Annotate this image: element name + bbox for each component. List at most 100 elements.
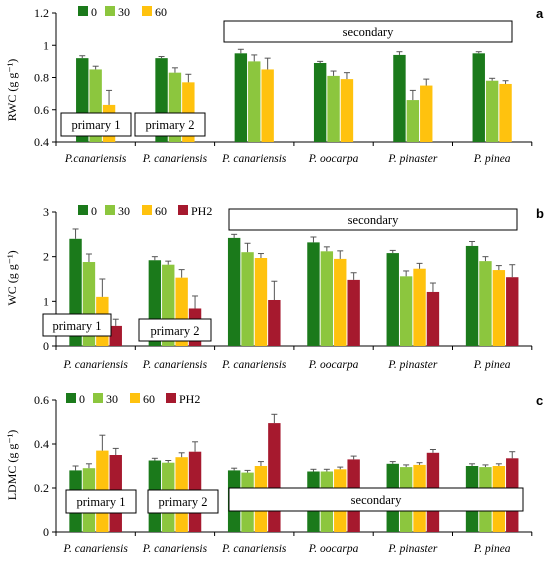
bar-0 xyxy=(472,53,485,142)
bar-PH2 xyxy=(347,279,360,346)
panel-letter-a: a xyxy=(536,6,544,21)
axis-a: 0.4 0.6 0.8 1 1.2 P.canariensis P. canariensis… xyxy=(34,6,533,165)
bar-0 xyxy=(393,54,406,142)
legend-label: 0 xyxy=(91,5,97,19)
category-label: P. pinaster xyxy=(387,543,438,555)
panel-letter-c: c xyxy=(536,393,543,408)
category-label: P. canariensis xyxy=(221,359,287,371)
annotation-secondary-b: secondary xyxy=(228,208,518,231)
bar-60 xyxy=(499,83,512,142)
bar-0 xyxy=(465,245,479,346)
legend-swatch-60 xyxy=(142,205,152,215)
bars-a xyxy=(76,48,512,142)
legend-swatch-60 xyxy=(130,393,140,403)
annotation-text: secondary xyxy=(351,493,402,507)
y-tick-label: 0 xyxy=(43,525,49,539)
legend-label: 30 xyxy=(118,5,130,19)
legend-label: 30 xyxy=(106,392,118,406)
category-label: P. oocarpa xyxy=(308,543,359,555)
bar-PH2 xyxy=(109,325,122,346)
annotation-text: primary 2 xyxy=(146,118,195,132)
legend-b: 0 30 60 PH2 xyxy=(78,204,212,218)
annotation-secondary-a: secondary xyxy=(223,20,513,43)
annotation-primary-2-c: primary 2 xyxy=(147,489,219,514)
bar-60 xyxy=(261,69,274,142)
bars-b xyxy=(69,228,519,346)
legend-swatch-30 xyxy=(105,6,115,16)
panel-letter-b: b xyxy=(536,206,544,221)
legend-label: 0 xyxy=(91,204,97,218)
bar-30 xyxy=(485,80,499,142)
annotation-secondary-c: secondary xyxy=(228,487,524,512)
legend-label: 30 xyxy=(118,204,130,218)
y-axis-label-c: LDMC (g g⁻¹) xyxy=(5,430,19,501)
y-tick-label: 1 xyxy=(43,38,49,52)
category-label: P. pinea xyxy=(473,543,511,555)
annotation-text: secondary xyxy=(343,25,394,39)
legend-c: 0 30 60 PH2 xyxy=(66,392,200,406)
panel-c: c LDMC (g g⁻¹) 0 30 60 PH2 0 0.2 0.4 0.6 P. can… xyxy=(5,392,543,555)
bar-0 xyxy=(313,62,327,142)
panel-b: b WC (g g⁻¹) 0 30 60 PH2 0 1 2 3 P. canariensis… xyxy=(5,204,544,371)
legend-swatch-60 xyxy=(142,6,152,16)
bar-PH2 xyxy=(268,299,281,346)
panel-a: a RWC (g g⁻¹) 0 30 60 0.4 0.6 0.8 1 1.2 P.canar… xyxy=(5,5,544,165)
legend-swatch-30 xyxy=(105,205,115,215)
y-tick-label: 0.4 xyxy=(34,437,49,451)
category-label: P. canariensis xyxy=(221,543,287,555)
bar-60 xyxy=(413,268,426,346)
y-tick-label: 3 xyxy=(43,205,49,219)
annotation-text: primary 1 xyxy=(77,495,126,509)
bar-30 xyxy=(320,251,334,346)
bar-60 xyxy=(334,258,347,346)
legend-swatch-0 xyxy=(78,205,88,215)
annotation-text: primary 2 xyxy=(151,324,200,338)
category-label: P. oocarpa xyxy=(308,153,359,165)
y-tick-label: 0.2 xyxy=(34,481,49,495)
annotation-text: primary 1 xyxy=(53,319,102,333)
y-axis-label-a: RWC (g g⁻¹) xyxy=(5,59,19,122)
bar-60 xyxy=(254,258,268,346)
annotation-text: primary 1 xyxy=(72,118,121,132)
bar-0 xyxy=(227,237,241,346)
annotation-primary-1-c: primary 1 xyxy=(65,489,137,514)
axis-c: 0 0.2 0.4 0.6 P. canariensis P. canariensis P.… xyxy=(34,393,533,555)
legend-label: PH2 xyxy=(179,392,200,406)
category-label: P. pinea xyxy=(473,153,511,165)
y-tick-label: 1.2 xyxy=(34,6,49,20)
bar-0 xyxy=(234,53,248,142)
legend-swatch-30 xyxy=(93,393,103,403)
y-tick-label: 1 xyxy=(43,294,49,308)
legend-swatch-PH2 xyxy=(166,393,176,403)
bar-30 xyxy=(479,261,492,346)
category-label: P. canariensis xyxy=(62,543,128,555)
y-tick-label: 0.6 xyxy=(34,103,49,117)
category-label: P. canariensis xyxy=(221,153,287,165)
category-label: P. oocarpa xyxy=(308,359,359,371)
legend-label: PH2 xyxy=(191,204,212,218)
bar-60 xyxy=(420,85,433,142)
legend-label: 60 xyxy=(155,204,167,218)
category-label: P.canariensis xyxy=(64,153,127,165)
bars-c xyxy=(69,413,519,532)
bar-30 xyxy=(406,100,420,142)
bar-PH2 xyxy=(426,291,440,346)
bar-30 xyxy=(327,75,340,142)
annotation-primary-1-b: primary 1 xyxy=(42,313,112,337)
annotation-primary-2-a: primary 2 xyxy=(134,112,206,137)
legend-swatch-0 xyxy=(78,6,88,16)
category-label: P. canariensis xyxy=(142,153,208,165)
bar-30 xyxy=(241,252,254,346)
axis-b: 0 1 2 3 P. canariensis P. canariensis P. canar… xyxy=(43,205,533,371)
annotation-primary-2-b: primary 2 xyxy=(138,318,212,342)
legend-swatch-0 xyxy=(66,393,76,403)
bar-60 xyxy=(492,270,506,346)
legend-a: 0 30 60 xyxy=(78,5,167,19)
y-tick-label: 0.4 xyxy=(34,135,49,149)
category-label: P. canariensis xyxy=(142,543,208,555)
bar-30 xyxy=(248,61,261,142)
category-label: P. canariensis xyxy=(62,359,128,371)
y-tick-label: 2 xyxy=(43,250,49,264)
annotation-text: secondary xyxy=(348,213,399,227)
annotation-primary-1-a: primary 1 xyxy=(60,112,132,137)
